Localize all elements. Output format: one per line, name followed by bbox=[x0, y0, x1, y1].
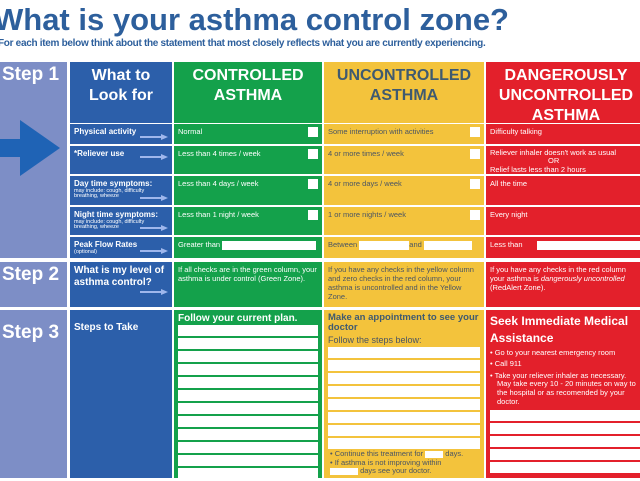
header-controlled: CONTROLLED ASTHMA bbox=[174, 62, 322, 123]
header-dangerous: DANGEROUSLY UNCONTROLLED ASTHMA bbox=[486, 62, 640, 124]
peak-flow-red-input[interactable] bbox=[536, 240, 640, 250]
arrow-icon bbox=[140, 154, 168, 160]
notes-lines-green[interactable] bbox=[178, 325, 318, 481]
red-night-symptoms: Every night bbox=[486, 207, 640, 235]
step2-column bbox=[0, 262, 67, 307]
red-reliever-use: Reliever inhaler doesn't work as usual OR… bbox=[486, 146, 640, 174]
yellow-reliever-use: 4 or more times / week bbox=[324, 146, 484, 174]
red-day-symptoms: All the time bbox=[486, 176, 640, 205]
checkbox[interactable] bbox=[470, 149, 480, 159]
page-title: What is your asthma control zone? bbox=[0, 2, 509, 37]
red-physical-activity: Difficulty talking bbox=[486, 124, 640, 144]
arrow-icon bbox=[140, 134, 168, 140]
step3-label: Steps to Take bbox=[70, 310, 172, 478]
arrow-icon bbox=[140, 225, 168, 231]
green-day-symptoms: Less than 4 days / week bbox=[174, 176, 322, 205]
step2-yellow: If you have any checks in the yellow col… bbox=[324, 262, 484, 307]
step-2-label: Step 2 bbox=[2, 264, 60, 285]
header-uncontrolled: UNCONTROLLED ASTHMA bbox=[324, 62, 484, 123]
treatment-days-input[interactable] bbox=[425, 450, 444, 458]
step3-yellow: Make an appointment to see your doctor F… bbox=[324, 310, 484, 478]
peak-flow-yellow-high-input[interactable] bbox=[423, 240, 472, 250]
checkbox[interactable] bbox=[308, 210, 318, 220]
green-reliever-use: Less than 4 times / week bbox=[174, 146, 322, 174]
instructions: For each item below think about the stat… bbox=[0, 38, 486, 49]
step-3-label: Step 3 bbox=[2, 322, 60, 343]
checkbox[interactable] bbox=[470, 127, 480, 137]
row-label-peak-flow: Peak Flow Rates (optional) bbox=[70, 237, 172, 258]
checkbox[interactable] bbox=[308, 127, 318, 137]
header-what-to-look-for: What to Look for bbox=[70, 62, 172, 123]
row-label-reliever-use: *Reliever use bbox=[70, 146, 172, 174]
arrow-icon bbox=[140, 195, 168, 201]
row-label-physical-activity: Physical activity bbox=[70, 124, 172, 144]
peak-flow-yellow-low-input[interactable] bbox=[359, 240, 410, 250]
red-peak-flow: Less than bbox=[486, 237, 640, 258]
row-label-day-symptoms: Day time symptoms: may include: cough, di… bbox=[70, 176, 172, 205]
notes-lines-red[interactable] bbox=[490, 410, 640, 475]
step-1-label: Step 1 bbox=[2, 64, 60, 85]
improvement-days-input[interactable] bbox=[330, 467, 358, 475]
checkbox[interactable] bbox=[470, 210, 480, 220]
step2-question: What is my level of asthma control? bbox=[70, 262, 172, 307]
step3-green: Follow your current plan. bbox=[174, 310, 322, 481]
peak-flow-green-input[interactable] bbox=[222, 240, 317, 250]
green-physical-activity: Normal bbox=[174, 124, 322, 144]
yellow-peak-flow: Between and bbox=[324, 237, 484, 258]
arrow-icon bbox=[140, 289, 168, 295]
yellow-day-symptoms: 4 or more days / week bbox=[324, 176, 484, 205]
step3-column bbox=[0, 310, 67, 478]
green-peak-flow: Greater than bbox=[174, 237, 322, 258]
arrow-icon bbox=[140, 248, 168, 254]
notes-lines-yellow[interactable] bbox=[328, 347, 480, 451]
yellow-physical-activity: Some interruption with activities bbox=[324, 124, 484, 144]
checkbox[interactable] bbox=[308, 179, 318, 189]
step2-red: If you have any checks in the red column… bbox=[486, 262, 640, 307]
checkbox[interactable] bbox=[470, 179, 480, 189]
row-label-night-symptoms: Night time symptoms: may include: cough, … bbox=[70, 207, 172, 235]
arrow-right-icon bbox=[0, 120, 60, 176]
step3-red: Seek Immediate Medical Assistance • Go t… bbox=[486, 310, 640, 478]
step2-green: If all checks are in the green column, y… bbox=[174, 262, 322, 307]
yellow-night-symptoms: 1 or more nights / week bbox=[324, 207, 484, 235]
green-night-symptoms: Less than 1 night / week bbox=[174, 207, 322, 235]
checkbox[interactable] bbox=[308, 149, 318, 159]
